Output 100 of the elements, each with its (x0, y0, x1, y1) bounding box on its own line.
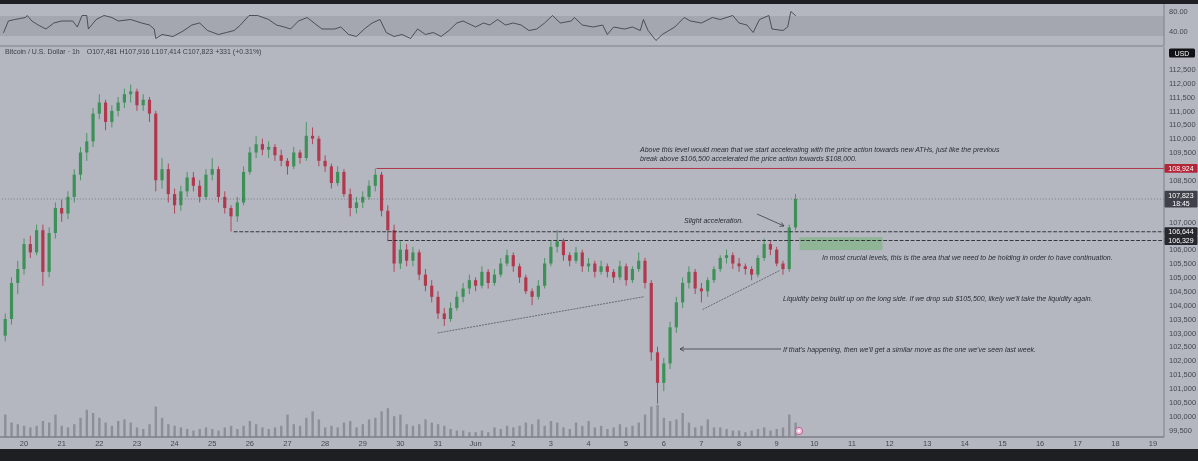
candlestick (530, 288, 534, 306)
candlestick (511, 251, 515, 273)
bar (217, 430, 220, 437)
candlestick (762, 238, 766, 262)
candlestick (304, 121, 308, 162)
candlestick (317, 135, 321, 167)
bar (374, 417, 377, 437)
candlestick (110, 104, 114, 128)
bar (719, 427, 722, 437)
candlestick (16, 260, 20, 295)
bar (311, 411, 314, 437)
candlestick (499, 257, 503, 278)
candlestick (455, 290, 459, 312)
bar (744, 432, 747, 437)
bar (286, 414, 289, 437)
bar (424, 419, 427, 437)
candlestick (235, 196, 239, 223)
bar (261, 427, 264, 437)
candlestick (536, 279, 540, 301)
candlestick (160, 157, 164, 190)
candlestick (348, 188, 352, 217)
bar (537, 419, 540, 437)
bar (104, 422, 107, 437)
bar (330, 425, 333, 437)
candlestick (34, 224, 39, 256)
candlestick (599, 260, 603, 276)
candlestick (436, 290, 440, 320)
candlestick (223, 190, 227, 214)
candlestick (461, 282, 465, 303)
bar (587, 421, 590, 437)
bar (148, 424, 151, 437)
bar (512, 427, 515, 437)
candlestick (681, 276, 685, 309)
candlestick (756, 254, 760, 278)
candlestick (561, 238, 566, 262)
candlestick (480, 265, 484, 289)
candlestick (342, 168, 346, 198)
candlestick (405, 243, 409, 267)
candlestick (430, 279, 434, 303)
candlestick (781, 260, 785, 276)
bar (518, 425, 521, 437)
bar (192, 430, 195, 437)
candlestick (524, 274, 528, 295)
candlestick (329, 163, 333, 190)
candlestick (85, 132, 89, 162)
candlestick (662, 357, 666, 392)
bar (681, 413, 684, 437)
candlestick (129, 84, 133, 103)
bar (380, 411, 383, 437)
candlestick (103, 99, 108, 131)
candlestick (179, 185, 183, 212)
bar (236, 429, 239, 437)
candlestick (229, 204, 233, 233)
bar (242, 425, 245, 437)
bar (750, 430, 753, 437)
candlestick (367, 179, 371, 201)
candlestick (292, 146, 296, 170)
bar (543, 425, 546, 437)
candlestick (310, 127, 315, 145)
bar (474, 432, 477, 437)
candlestick (122, 88, 126, 109)
candlestick (775, 246, 779, 267)
candlestick (386, 204, 390, 242)
bar (631, 425, 634, 437)
candlestick (706, 276, 710, 298)
candlestick (185, 171, 189, 198)
candlestick (147, 96, 152, 123)
bar (173, 425, 176, 437)
candlestick (248, 146, 252, 176)
candlestick (643, 257, 647, 289)
candlestick (724, 249, 729, 264)
bar (612, 427, 615, 437)
candlestick (417, 249, 421, 281)
bar (98, 417, 101, 437)
candlestick (442, 307, 446, 327)
candlestick (580, 249, 584, 273)
bar (35, 425, 38, 437)
candlestick (693, 268, 697, 295)
candlestick (198, 179, 202, 203)
candlestick (398, 240, 402, 270)
bar (656, 405, 659, 437)
candlestick (423, 268, 428, 292)
bar (606, 429, 609, 437)
candlestick (336, 165, 340, 187)
candlestick (373, 168, 377, 192)
candlestick (3, 313, 7, 342)
candlestick (97, 93, 101, 120)
bar (581, 425, 584, 437)
candlestick (298, 149, 302, 165)
candlestick (543, 257, 547, 289)
bar (700, 425, 703, 437)
bar (79, 417, 82, 437)
bar (167, 424, 170, 437)
candlestick (191, 171, 195, 192)
bar (443, 425, 446, 437)
bar (769, 430, 772, 437)
candlestick (699, 282, 704, 303)
candlestick (60, 199, 64, 223)
candlestick (624, 263, 628, 287)
bar (493, 427, 496, 437)
